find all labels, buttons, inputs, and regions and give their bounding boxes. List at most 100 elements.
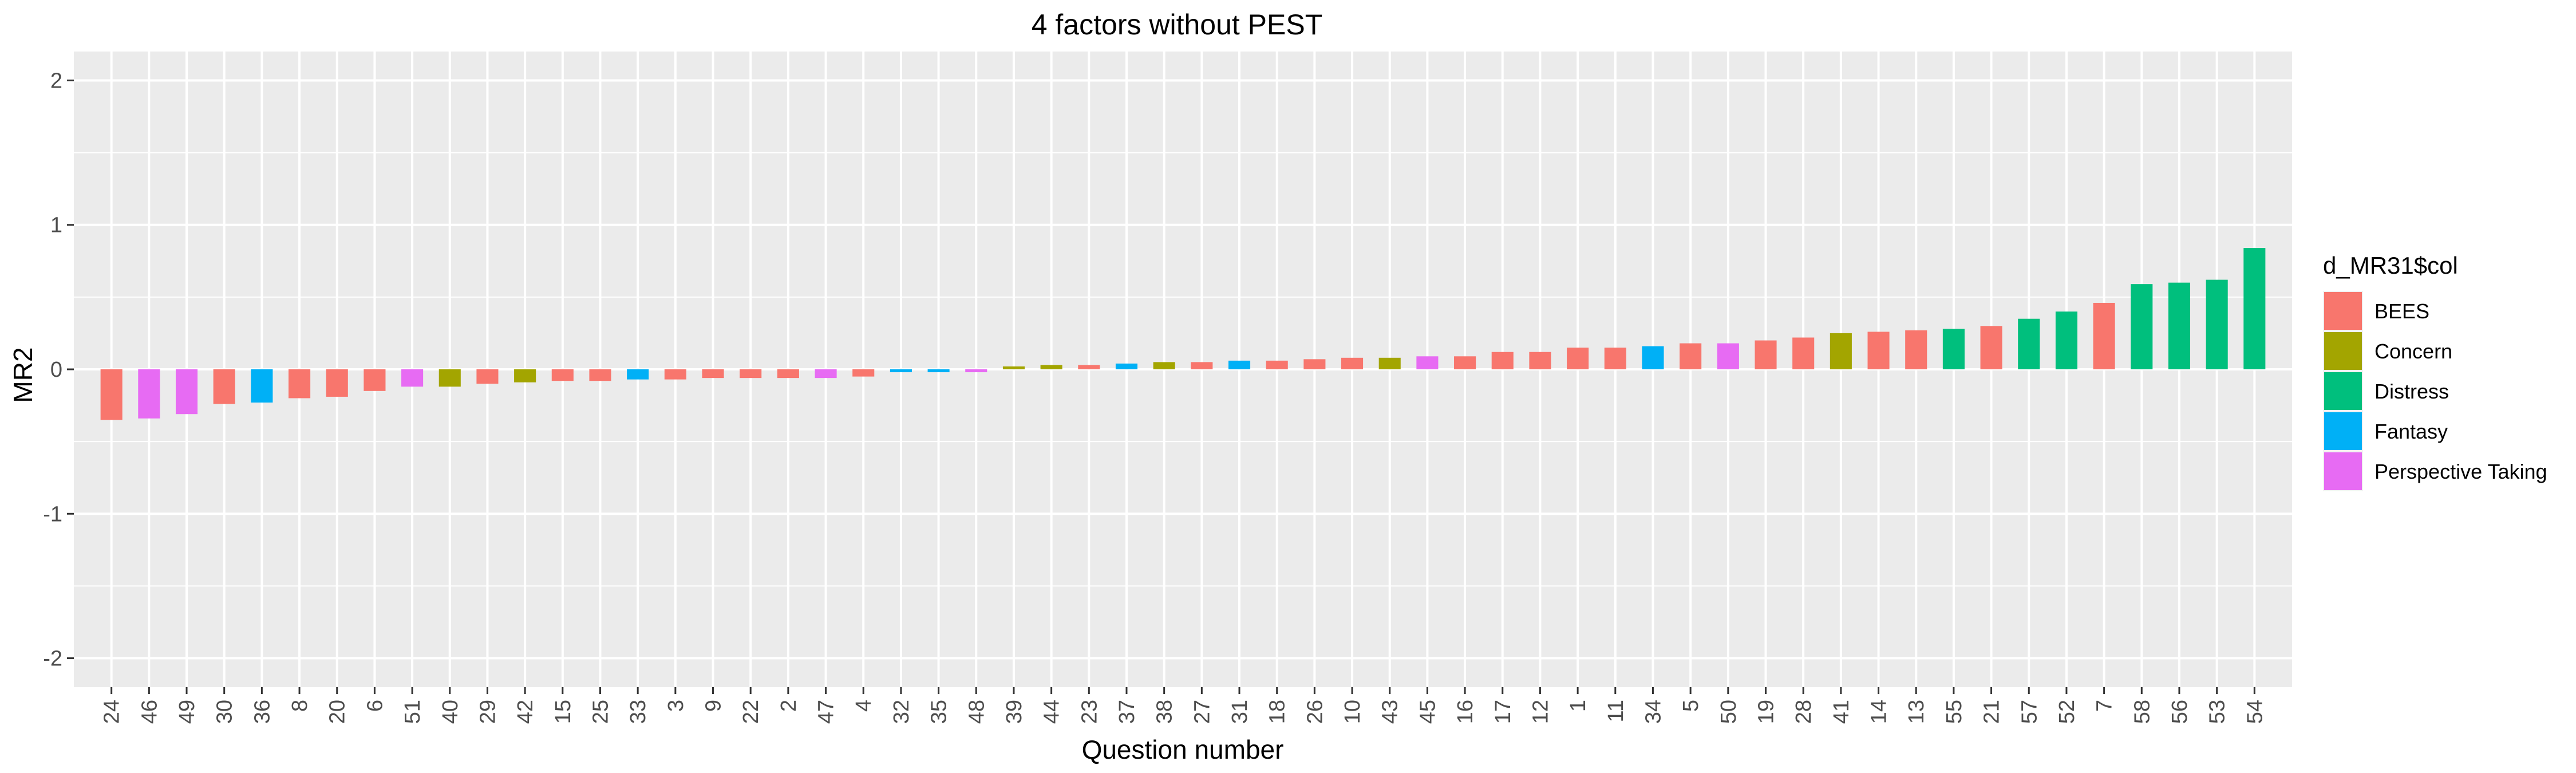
bar-18 — [1266, 360, 1288, 369]
bar-13 — [1905, 330, 1927, 369]
x-tick-label: 18 — [1266, 700, 1290, 724]
bar-53 — [2206, 279, 2228, 369]
bar-11 — [1604, 348, 1626, 369]
x-tick-label: 4 — [852, 700, 876, 712]
x-tick-label: 52 — [2055, 700, 2079, 724]
bar-29 — [476, 369, 499, 384]
bar-56 — [2168, 282, 2191, 369]
bar-41 — [1830, 333, 1852, 369]
x-tick-label: 20 — [326, 700, 350, 724]
bar-49 — [175, 369, 198, 415]
x-tick-label: 58 — [2130, 700, 2154, 724]
legend: d_MR31$col BEES Concern Distress Fantasy Per… — [2323, 252, 2547, 491]
x-tick-label: 30 — [213, 700, 237, 724]
x-tick-label: 23 — [1077, 700, 1101, 724]
x-tick-label: 25 — [588, 700, 613, 724]
x-tick-label: 46 — [137, 700, 161, 724]
bar-15 — [551, 369, 574, 381]
bar-26 — [1303, 359, 1326, 369]
legend-label: Distress — [2374, 380, 2449, 403]
y-tick-label: 2 — [50, 69, 62, 93]
x-tick-label: 10 — [1341, 700, 1365, 724]
y-tick-label: -1 — [43, 502, 62, 526]
bar-55 — [1942, 329, 1965, 369]
bar-43 — [1378, 357, 1401, 369]
x-tick-label: 51 — [401, 700, 425, 724]
x-tick-label: 54 — [2243, 700, 2267, 724]
x-tick-label: 2 — [777, 700, 801, 712]
bar-12 — [1529, 352, 1551, 369]
bar-4 — [852, 369, 875, 377]
x-tick-label: 50 — [1717, 700, 1741, 724]
bar-10 — [1341, 357, 1364, 369]
legend-swatch-bees — [2324, 292, 2362, 330]
bar-37 — [1115, 363, 1138, 369]
x-tick-label: 57 — [2017, 700, 2041, 724]
y-tick-label: 1 — [50, 214, 62, 238]
bar-44 — [1040, 365, 1062, 369]
bar-31 — [1228, 360, 1251, 369]
x-tick-label: 13 — [1905, 700, 1929, 724]
x-tick-label: 8 — [288, 700, 312, 712]
x-axis: 24 46 49 30 36 8 20 6 51 40 29 42 15 25 33 3 9 22 2 47 4 32 35… — [100, 687, 2267, 724]
bar-42 — [514, 369, 536, 382]
x-tick-label: 38 — [1153, 700, 1177, 724]
bar-39 — [1002, 366, 1025, 369]
bar-57 — [2018, 318, 2040, 369]
x-tick-label: 47 — [815, 700, 839, 724]
chart-title: 4 factors without PEST — [1032, 9, 1323, 41]
x-tick-label: 28 — [1792, 700, 1816, 724]
x-tick-label: 39 — [1002, 700, 1026, 724]
x-tick-label: 19 — [1755, 700, 1779, 724]
bar-2 — [777, 369, 799, 378]
bar-22 — [740, 369, 762, 378]
bar-9 — [702, 369, 724, 378]
x-tick-label: 5 — [1679, 700, 1703, 712]
legend-label: BEES — [2374, 299, 2429, 323]
x-tick-label: 31 — [1228, 700, 1252, 724]
x-tick-label: 35 — [927, 700, 951, 724]
y-tick-label: 0 — [50, 358, 62, 382]
legend-swatch-perspective-taking — [2324, 452, 2362, 490]
x-tick-label: 42 — [513, 700, 538, 724]
x-tick-label: 44 — [1040, 700, 1064, 724]
bar-40 — [438, 369, 461, 387]
bar-36 — [251, 369, 273, 403]
x-tick-label: 21 — [1980, 700, 2004, 724]
bar-21 — [1980, 326, 2002, 369]
bar-30 — [213, 369, 235, 404]
legend-label: Concern — [2374, 340, 2452, 363]
x-tick-label: 43 — [1378, 700, 1402, 724]
x-tick-label: 6 — [363, 700, 387, 712]
y-axis-title: MR2 — [8, 347, 38, 403]
x-tick-label: 49 — [175, 700, 199, 724]
x-tick-label: 36 — [250, 700, 274, 724]
x-tick-label: 29 — [476, 700, 500, 724]
bar-33 — [627, 369, 649, 380]
bar-52 — [2055, 311, 2077, 369]
bar-5 — [1680, 343, 1702, 369]
bar-27 — [1191, 362, 1213, 369]
bar-50 — [1717, 343, 1739, 369]
x-tick-label: 33 — [626, 700, 650, 724]
bar-7 — [2093, 302, 2115, 369]
x-tick-label: 14 — [1867, 700, 1891, 724]
x-tick-label: 22 — [739, 700, 763, 724]
x-tick-label: 9 — [702, 700, 726, 712]
legend-label: Perspective Taking — [2374, 460, 2547, 483]
bar-34 — [1642, 346, 1664, 369]
x-tick-label: 3 — [664, 700, 688, 712]
legend-swatch-concern — [2324, 332, 2362, 370]
x-tick-label: 41 — [1830, 700, 1854, 724]
x-tick-label: 45 — [1416, 700, 1440, 724]
x-tick-label: 32 — [890, 700, 914, 724]
bar-58 — [2131, 284, 2153, 369]
bar-25 — [589, 369, 611, 381]
bar-8 — [289, 369, 311, 399]
bar-48 — [965, 369, 987, 373]
legend-swatch-distress — [2324, 372, 2362, 410]
bar-17 — [1491, 352, 1514, 369]
bar-47 — [815, 369, 837, 378]
bar-51 — [401, 369, 424, 387]
